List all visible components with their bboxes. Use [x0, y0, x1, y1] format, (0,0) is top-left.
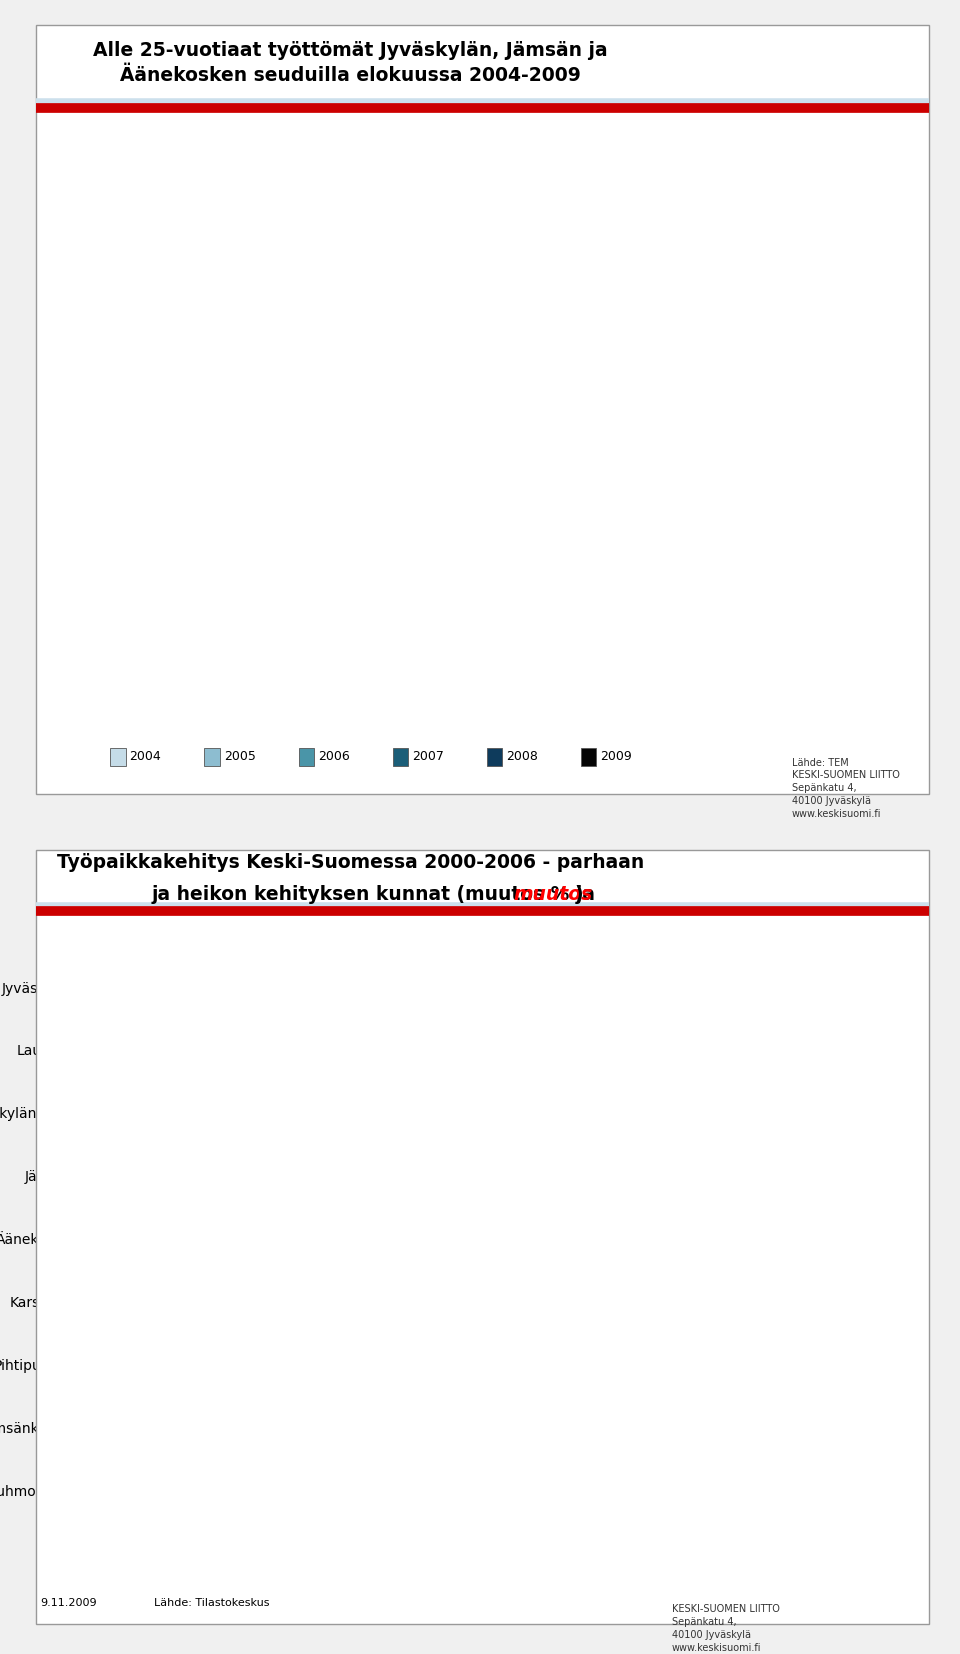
Text: 475: 475	[642, 1107, 671, 1120]
Bar	[122, 228, 139, 708]
Text: 2006: 2006	[318, 751, 349, 762]
Text: 1729: 1729	[123, 207, 156, 220]
Text: 2004: 2004	[130, 751, 161, 762]
Bar	[656, 653, 672, 708]
Text: Alle 25-vuotiaat työttömät Jyväskylän, Jämsän ja
Äänekosken seuduilla elokuussa : Alle 25-vuotiaat työttömät Jyväskylän, J…	[93, 41, 608, 86]
Bar	[689, 643, 706, 708]
Text: %: %	[861, 1566, 874, 1580]
Bar	[444, 1222, 514, 1255]
Bar	[672, 665, 689, 708]
Text: 1222: 1222	[156, 347, 188, 359]
Bar	[139, 237, 156, 708]
Bar	[414, 658, 430, 708]
Bar	[447, 652, 464, 708]
Text: 2008: 2008	[506, 751, 538, 762]
Text: -136: -136	[97, 1484, 132, 1497]
Text: 413: 413	[753, 1044, 781, 1057]
Text: Lähde: Tilastokeskus: Lähde: Tilastokeskus	[154, 1598, 269, 1608]
Text: KESKI-SUOMEN LIITTO
Sepänkatu 4,
40100 Jyväskylä
www.keskisuomi.fi: KESKI-SUOMEN LIITTO Sepänkatu 4, 40100 J…	[672, 1604, 780, 1652]
Text: 234: 234	[451, 620, 476, 633]
Bar	[172, 339, 189, 708]
Text: Työpaikkakehitys Keski-Suomessa 2000-2006 - parhaan: Työpaikkakehitys Keski-Suomessa 2000-200…	[57, 853, 644, 872]
Text: -168: -168	[362, 1358, 396, 1371]
Bar	[326, 1411, 514, 1446]
Text: 5277: 5277	[819, 981, 857, 994]
Text: 154: 154	[643, 642, 668, 655]
Text: 231: 231	[611, 622, 635, 633]
Text: 1768: 1768	[205, 195, 238, 208]
Bar	[514, 1095, 636, 1130]
Text: 180: 180	[369, 635, 393, 648]
Text: 2005: 2005	[224, 751, 255, 762]
Text: 2009: 2009	[600, 751, 632, 762]
Text: 153: 153	[401, 643, 426, 657]
Text: 9.11.2009: 9.11.2009	[40, 1598, 97, 1608]
Bar	[606, 643, 622, 708]
Bar	[397, 655, 414, 708]
Text: 2007: 2007	[412, 751, 444, 762]
Bar	[622, 650, 639, 708]
Bar	[205, 218, 222, 708]
Text: -368: -368	[285, 1421, 320, 1434]
Bar	[364, 658, 380, 708]
Bar	[514, 1032, 746, 1067]
Text: Lähde: TEM
KESKI-SUOMEN LIITTO
Sepänkatu 4,
40100 Jyväskylä
www.keskisuomi.fi: Lähde: TEM KESKI-SUOMEN LIITTO Sepänkatu…	[792, 758, 900, 819]
Bar	[189, 369, 205, 708]
Bar	[639, 652, 656, 708]
Text: -514: -514	[402, 1232, 437, 1245]
Bar	[514, 969, 812, 1004]
Text: -208: -208	[433, 1169, 468, 1183]
Text: muutos: muutos	[514, 885, 593, 903]
Text: -143: -143	[380, 1295, 415, 1308]
Bar	[138, 1474, 514, 1508]
Bar	[430, 665, 447, 708]
Text: ja heikon kehityksen kunnat (muutos % ja: ja heikon kehityksen kunnat (muutos % ja	[152, 885, 602, 903]
Text: ): )	[574, 885, 583, 903]
Bar	[156, 298, 172, 708]
Bar	[474, 1158, 514, 1193]
Bar	[421, 1285, 514, 1320]
Bar	[403, 1348, 514, 1383]
Bar	[380, 653, 397, 708]
Text: 234: 234	[693, 620, 718, 633]
